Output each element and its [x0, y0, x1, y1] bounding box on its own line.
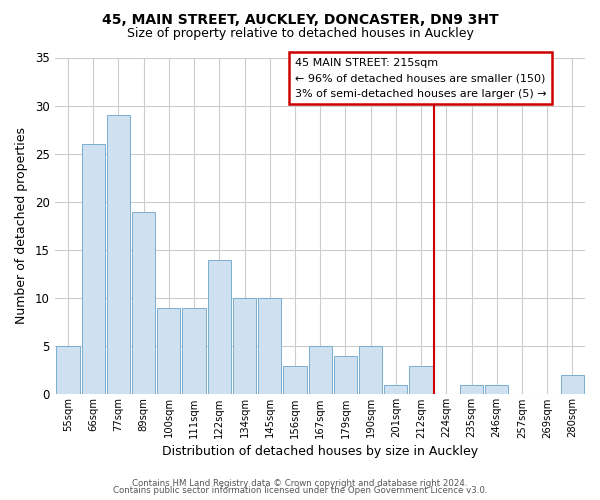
Bar	[334, 356, 357, 395]
Bar	[409, 366, 433, 394]
Bar	[283, 366, 307, 394]
Bar	[157, 308, 181, 394]
Bar	[258, 298, 281, 394]
Bar	[384, 385, 407, 394]
Bar	[561, 375, 584, 394]
Text: Contains HM Land Registry data © Crown copyright and database right 2024.: Contains HM Land Registry data © Crown c…	[132, 478, 468, 488]
Bar	[182, 308, 206, 394]
Bar	[208, 260, 231, 394]
Bar	[460, 385, 483, 394]
Text: 45, MAIN STREET, AUCKLEY, DONCASTER, DN9 3HT: 45, MAIN STREET, AUCKLEY, DONCASTER, DN9…	[101, 12, 499, 26]
Bar	[308, 346, 332, 395]
Bar	[233, 298, 256, 394]
Bar	[359, 346, 382, 395]
Text: Contains public sector information licensed under the Open Government Licence v3: Contains public sector information licen…	[113, 486, 487, 495]
Text: 45 MAIN STREET: 215sqm
← 96% of detached houses are smaller (150)
3% of semi-det: 45 MAIN STREET: 215sqm ← 96% of detached…	[295, 58, 547, 98]
Bar	[485, 385, 508, 394]
Bar	[56, 346, 80, 395]
Bar	[107, 116, 130, 394]
Bar	[132, 212, 155, 394]
X-axis label: Distribution of detached houses by size in Auckley: Distribution of detached houses by size …	[162, 444, 478, 458]
Bar	[82, 144, 105, 395]
Y-axis label: Number of detached properties: Number of detached properties	[15, 128, 28, 324]
Text: Size of property relative to detached houses in Auckley: Size of property relative to detached ho…	[127, 28, 473, 40]
